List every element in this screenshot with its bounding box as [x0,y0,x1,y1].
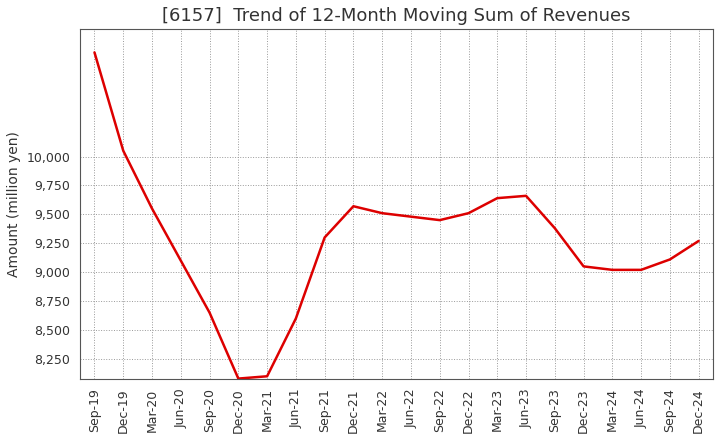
Y-axis label: Amount (million yen): Amount (million yen) [7,131,21,277]
Text: [6157]  Trend of 12-Month Moving Sum of Revenues: [6157] Trend of 12-Month Moving Sum of R… [163,7,631,25]
